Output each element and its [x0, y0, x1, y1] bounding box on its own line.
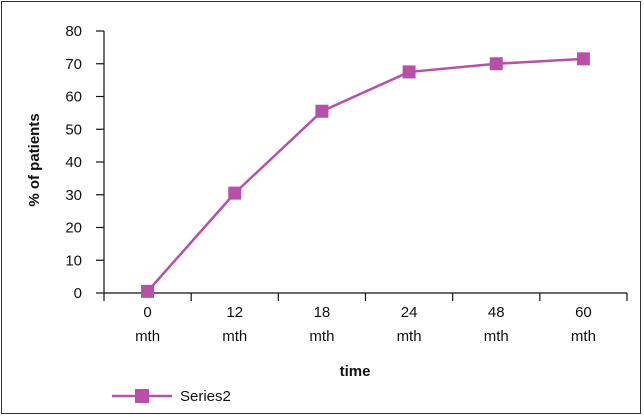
x-tick-label: 18 [314, 304, 331, 321]
y-tick-label: 50 [65, 121, 82, 138]
series-layer [141, 52, 590, 298]
legend-marker [135, 389, 149, 403]
data-point-marker [315, 104, 329, 118]
x-tick-label: mth [571, 328, 596, 345]
y-tick-label: 30 [65, 187, 82, 204]
y-tick-label: 60 [65, 89, 82, 106]
data-point-marker [576, 52, 590, 66]
x-tick-label: mth [135, 328, 160, 345]
y-axis: 0 10 20 30 40 50 60 70 80 [65, 23, 105, 302]
data-point-marker [402, 65, 416, 79]
legend-label: Series2 [180, 388, 231, 405]
series-line [146, 57, 584, 293]
x-tick-label: mth [309, 328, 334, 345]
legend: Series2 [112, 388, 231, 405]
x-tick-label: 12 [226, 304, 243, 321]
y-tick-label: 80 [65, 23, 82, 40]
x-tick-label: 0 [143, 304, 151, 321]
y-tick-label: 0 [74, 285, 82, 302]
x-tick-label: 24 [401, 304, 418, 321]
data-point-marker [489, 57, 503, 71]
y-tick-label: 20 [65, 220, 82, 237]
x-axis-title: time [340, 363, 371, 380]
x-tick-label: mth [484, 328, 509, 345]
y-tick-label: 70 [65, 56, 82, 73]
x-tick-label: mth [397, 328, 422, 345]
x-tick-label: 60 [575, 304, 592, 321]
data-point-marker [228, 186, 242, 200]
x-tick-label: 48 [488, 304, 505, 321]
x-axis: 0 mth 12 mth 18 mth 24 mth 48 mth 60 mth [103, 292, 628, 345]
y-tick-label: 40 [65, 154, 82, 171]
y-axis-title: % of patients [26, 113, 43, 206]
data-point-marker [141, 284, 155, 298]
y-tick-label: 10 [65, 252, 82, 269]
x-tick-label: mth [222, 328, 247, 345]
